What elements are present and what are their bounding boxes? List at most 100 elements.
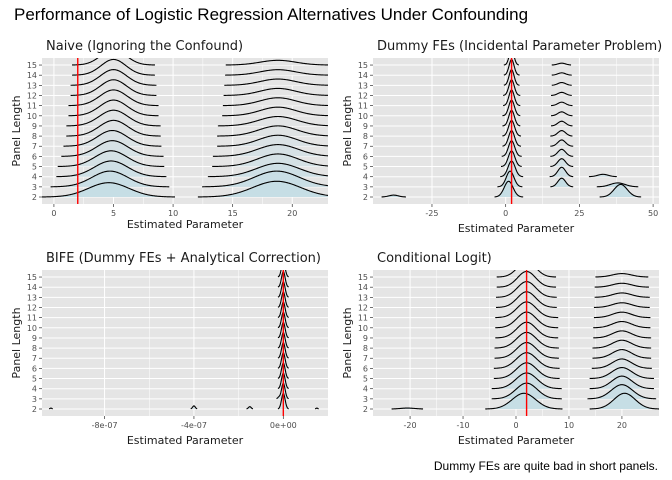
ridges xyxy=(42,58,328,198)
y-tick-label: 2 xyxy=(32,405,37,414)
y-tick-label: 14 xyxy=(358,283,368,292)
x-tick-label: 25 xyxy=(574,209,584,218)
ridge-line-9 xyxy=(66,109,161,127)
panel-title: Naive (Ignoring the Confound) xyxy=(46,39,243,54)
ridge-line-13 xyxy=(594,292,650,298)
y-tick-label: 15 xyxy=(358,61,368,70)
y-tick-label: 7 xyxy=(363,142,368,151)
y-tick-label: 13 xyxy=(27,293,37,302)
x-tick-label: 10 xyxy=(564,421,574,430)
ridge-line-9 xyxy=(550,120,573,127)
ridge-line-2 xyxy=(246,406,254,410)
ridge-line-7 xyxy=(550,139,574,147)
ridge-line-15 xyxy=(225,59,328,66)
ridge-fill-8 xyxy=(217,125,328,137)
ridge-line-2 xyxy=(391,407,424,410)
panel-conditional-logit: -20 -10 0 10 2023456789101112131415Condition… xyxy=(341,251,659,447)
ridge-line-3 xyxy=(497,170,523,188)
y-tick-label: 8 xyxy=(32,344,37,353)
y-tick-label: 12 xyxy=(358,303,368,312)
y-tick-label: 9 xyxy=(363,122,368,131)
y-tick-label: 5 xyxy=(32,163,37,172)
ridge-line-10 xyxy=(593,320,651,329)
y-tick-label: 12 xyxy=(27,91,37,100)
ridge-line-6 xyxy=(61,140,164,157)
y-tick-label: 6 xyxy=(32,364,37,373)
ridge-fill-6 xyxy=(212,144,328,157)
ridge-line-4 xyxy=(56,160,167,178)
ridge-fill-7 xyxy=(217,135,328,147)
ridge-fill-3 xyxy=(276,383,289,399)
ridge-line-15 xyxy=(551,62,572,66)
ridge-line-9 xyxy=(593,330,652,339)
y-tick-label: 13 xyxy=(358,293,368,302)
x-tick-label: 0e+00 xyxy=(270,421,297,430)
ridge-line-8 xyxy=(217,125,328,137)
ridge-line-4 xyxy=(549,166,574,178)
y-tick-label: 6 xyxy=(32,152,37,161)
y-tick-label: 2 xyxy=(32,193,37,202)
x-axis-label: Estimated Parameter xyxy=(127,434,244,447)
ridge-mask-9 xyxy=(217,116,328,126)
ridge-line-7 xyxy=(217,134,328,147)
ridge-line-3 xyxy=(50,170,170,188)
ridge-fill-9 xyxy=(217,116,328,126)
x-tick-label: 0 xyxy=(51,209,56,218)
x-tick-label: -4e-07 xyxy=(181,421,207,430)
ridge-mask-3 xyxy=(276,383,289,399)
x-tick-label: -8e-07 xyxy=(92,421,118,430)
figure-caption: Dummy FEs are quite bad in short panels. xyxy=(433,459,658,473)
y-tick-label: 8 xyxy=(32,132,37,141)
ridge-line-2 xyxy=(599,183,642,198)
x-tick-label: 20 xyxy=(617,421,627,430)
y-tick-label: 11 xyxy=(358,102,368,111)
x-tick-label: -10 xyxy=(456,421,469,430)
ridge-line-9 xyxy=(217,115,328,127)
y-axis-label: Panel Length xyxy=(10,95,23,166)
ridge-line-12 xyxy=(551,91,572,96)
ridge-line-5 xyxy=(550,158,574,168)
ridge-line-15 xyxy=(496,270,557,278)
y-tick-label: 8 xyxy=(363,132,368,141)
x-axis-label: Estimated Parameter xyxy=(458,222,575,235)
y-tick-label: 6 xyxy=(363,364,368,373)
y-tick-label: 11 xyxy=(27,102,37,111)
y-tick-label: 14 xyxy=(27,71,37,80)
ridge-line-11 xyxy=(68,89,159,107)
y-tick-label: 7 xyxy=(32,354,37,363)
ridge-line-8 xyxy=(592,339,652,349)
y-axis-label: Panel Length xyxy=(341,307,354,378)
ridge-line-12 xyxy=(593,302,650,308)
y-tick-label: 4 xyxy=(363,173,368,182)
ridge-line-11 xyxy=(593,311,651,319)
y-tick-label: 5 xyxy=(363,375,368,384)
ridge-line-2 xyxy=(42,182,175,198)
ridge-line-8 xyxy=(550,130,573,137)
ridge-fill-3 xyxy=(202,171,328,187)
ridge-mask-8 xyxy=(217,125,328,137)
ridge-line-12 xyxy=(223,87,328,96)
ridge-line-10 xyxy=(68,99,159,117)
ridge-line-2 xyxy=(314,407,319,410)
figure-title: Performance of Logistic Regression Alter… xyxy=(14,5,529,24)
ridge-line-13 xyxy=(70,69,157,86)
x-tick-label: 0 xyxy=(503,209,508,218)
x-tick-label: -20 xyxy=(404,421,417,430)
ridge-line-15 xyxy=(72,58,155,66)
x-axis-label: Estimated Parameter xyxy=(458,434,575,447)
ridge-line-3 xyxy=(550,177,574,188)
y-tick-label: 4 xyxy=(363,385,368,394)
ridge-mask-5 xyxy=(212,153,328,167)
x-tick-label: 5 xyxy=(111,209,116,218)
ridge-fill-5 xyxy=(212,153,328,167)
y-tick-label: 10 xyxy=(27,112,37,121)
ridge-mask-6 xyxy=(212,144,328,157)
y-tick-label: 15 xyxy=(27,273,37,282)
ridge-line-13 xyxy=(224,78,328,86)
ridge-line-7 xyxy=(592,349,652,359)
y-tick-label: 3 xyxy=(363,395,368,404)
y-tick-label: 2 xyxy=(363,405,368,414)
ridge-line-3 xyxy=(276,382,289,400)
